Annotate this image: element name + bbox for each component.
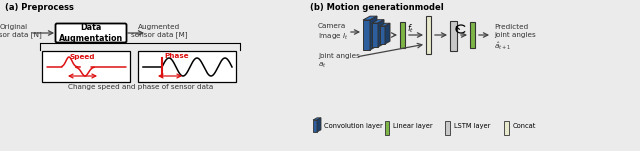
Text: (b) Motion generationmodel: (b) Motion generationmodel — [310, 3, 444, 12]
Polygon shape — [385, 23, 390, 44]
FancyBboxPatch shape — [138, 51, 236, 82]
Text: Linear layer: Linear layer — [393, 123, 433, 129]
FancyBboxPatch shape — [385, 121, 389, 135]
Text: LSTM layer: LSTM layer — [454, 123, 490, 129]
Text: $f_t$: $f_t$ — [407, 23, 414, 35]
Polygon shape — [363, 20, 370, 50]
Polygon shape — [380, 26, 385, 44]
Polygon shape — [313, 120, 317, 132]
FancyBboxPatch shape — [56, 24, 127, 42]
Polygon shape — [380, 23, 390, 26]
Polygon shape — [372, 20, 384, 23]
FancyBboxPatch shape — [400, 22, 405, 48]
Text: Phase: Phase — [164, 53, 189, 59]
FancyBboxPatch shape — [42, 51, 130, 82]
Text: Predicted
joint angles
$\hat{a}_{t+1}$: Predicted joint angles $\hat{a}_{t+1}$ — [494, 24, 536, 52]
Text: Augmented
sensor data [M]: Augmented sensor data [M] — [131, 24, 188, 39]
Text: Joint angles
$a_t$: Joint angles $a_t$ — [318, 53, 360, 70]
Polygon shape — [317, 118, 321, 132]
Text: Convolution layer: Convolution layer — [324, 123, 383, 129]
Polygon shape — [378, 20, 384, 47]
Text: Original
sensor data [N]: Original sensor data [N] — [0, 24, 42, 39]
FancyBboxPatch shape — [504, 121, 509, 135]
Text: (a) Preprocess: (a) Preprocess — [5, 3, 74, 12]
Text: Data
Augmentation: Data Augmentation — [59, 23, 123, 43]
Text: Speed: Speed — [69, 54, 95, 60]
Text: Change speed and phase of sensor data: Change speed and phase of sensor data — [68, 84, 214, 90]
Polygon shape — [313, 118, 321, 120]
FancyBboxPatch shape — [450, 21, 457, 51]
Polygon shape — [363, 16, 377, 20]
Text: Camera
Image $I_t$: Camera Image $I_t$ — [318, 23, 349, 42]
FancyBboxPatch shape — [470, 22, 475, 48]
Polygon shape — [370, 16, 377, 50]
Polygon shape — [372, 23, 378, 47]
FancyBboxPatch shape — [445, 121, 450, 135]
Text: Concat: Concat — [513, 123, 536, 129]
FancyBboxPatch shape — [426, 16, 431, 54]
